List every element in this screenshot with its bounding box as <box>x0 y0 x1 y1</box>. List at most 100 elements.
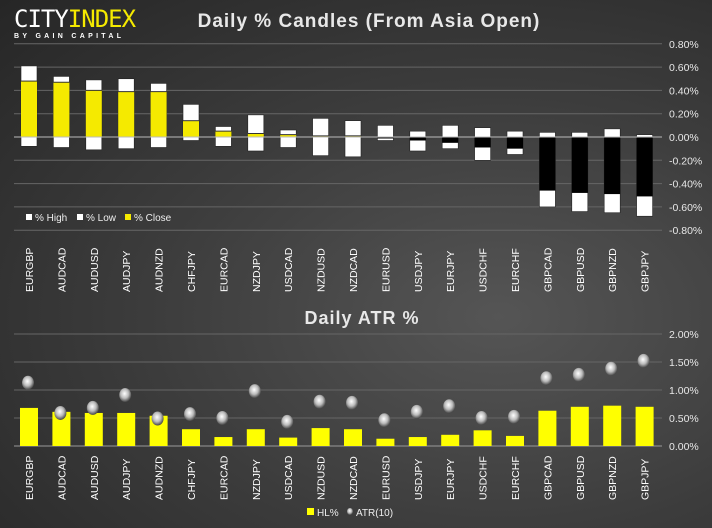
hl-bar-usdcad <box>279 437 298 446</box>
x-tick-label: AUDJPY <box>121 251 133 292</box>
atr-point-usdchf <box>475 411 488 425</box>
x-tick-label: EURJPY <box>445 459 457 500</box>
x-tick-label: AUDCAD <box>56 455 68 500</box>
legend-swatch-atr <box>347 508 353 515</box>
atr-point-eurgbp <box>22 375 34 390</box>
x-tick-label: EURUSD <box>380 455 392 500</box>
x-tick-label: NZDJPY <box>251 459 263 500</box>
x-tick-label: GBPNZD <box>607 248 619 292</box>
candle-close-eurgbp <box>21 81 37 137</box>
y-tick-label: -0.80% <box>669 225 702 237</box>
hl-bar-audusd <box>84 412 103 446</box>
x-tick-label: NZDUSD <box>316 456 328 500</box>
atr-point-audjpy <box>119 388 132 403</box>
candle-close-audusd <box>85 90 102 137</box>
chart-title: Daily % Candles (From Asia Open) <box>198 11 541 32</box>
y-tick-label: 0.80% <box>669 39 699 51</box>
hl-bar-usdchf <box>473 430 492 446</box>
logo-index: INDEX <box>67 5 136 33</box>
hl-bar-audjpy <box>117 412 136 446</box>
candle-close-gbpcad <box>539 137 556 191</box>
hl-bar-nzdusd <box>311 428 330 446</box>
atr-point-eurcad <box>216 411 229 425</box>
y-tick-label: 0.60% <box>669 62 699 74</box>
x-tick-label: AUDUSD <box>89 247 101 292</box>
atr-point-audcad <box>54 405 67 420</box>
candle-range-nzdjpy <box>247 114 265 152</box>
candle-close-audnzd <box>150 91 167 137</box>
x-tick-label: EURCAD <box>218 455 230 500</box>
y-tick-label: -0.40% <box>669 179 702 191</box>
x-tick-label: EURGBP <box>24 456 36 500</box>
candle-close-gbpusd <box>571 137 588 193</box>
legend-label: HL% <box>317 508 339 519</box>
hl-bar-gbpusd <box>570 406 589 446</box>
legend-swatch-hl <box>307 508 314 515</box>
atr-point-nzdusd <box>313 394 326 409</box>
y-tick-label: -0.60% <box>669 202 702 214</box>
x-tick-label: GBPCAD <box>542 247 554 292</box>
chart-title: Daily ATR % <box>304 308 419 328</box>
x-tick-label: EURUSD <box>380 247 392 292</box>
legend-swatch <box>125 214 131 220</box>
x-tick-label: AUDNZD <box>154 248 166 292</box>
candle-close-audcad <box>53 82 70 137</box>
x-tick-label: GBPNZD <box>607 456 619 500</box>
x-tick-label: EURJPY <box>445 251 457 292</box>
atr-point-chfjpy <box>184 407 196 422</box>
atr-point-gbpnzd <box>605 361 618 376</box>
x-tick-label: EURGBP <box>24 248 36 292</box>
candle-range-usdcad <box>279 129 297 148</box>
x-tick-label: USDCHF <box>478 248 490 292</box>
logo-city: CITY <box>14 5 69 33</box>
y-tick-label: 0.00% <box>669 132 699 144</box>
hl-bar-usdjpy <box>408 437 427 446</box>
y-tick-label: 0.50% <box>669 413 699 425</box>
hl-bar-gbpjpy <box>635 406 654 446</box>
x-tick-label: CHFJPY <box>186 251 198 292</box>
x-tick-label: EURCHF <box>510 456 522 500</box>
hl-bar-nzdjpy <box>246 429 265 446</box>
hl-bar-eurchf <box>506 435 524 446</box>
y-tick-label: 0.40% <box>669 85 699 97</box>
atr-point-usdjpy <box>410 404 423 419</box>
hl-bar-eurcad <box>214 437 233 446</box>
candle-close-eurjpy <box>442 137 459 143</box>
x-tick-label: NZDUSD <box>316 248 328 292</box>
city-index-logo: CITYINDEX BY GAIN CAPITAL <box>14 5 136 40</box>
hl-bar-audcad <box>52 411 71 446</box>
atr-point-usdcad <box>281 414 294 429</box>
x-tick-label: GBPCAD <box>542 455 554 500</box>
atr-point-gbpjpy <box>637 353 650 368</box>
hl-bar-gbpcad <box>538 410 557 446</box>
x-tick-label: USDCHF <box>478 456 490 500</box>
hl-bar-chfjpy <box>182 429 200 446</box>
legend-swatch <box>26 214 32 220</box>
candle-close-eurchf <box>507 137 523 149</box>
x-tick-label: NZDJPY <box>251 251 263 292</box>
y-tick-label: 0.20% <box>669 109 699 121</box>
x-tick-label: GBPJPY <box>640 459 652 500</box>
x-tick-label: EURCAD <box>218 247 230 292</box>
x-tick-label: USDJPY <box>413 459 425 500</box>
candle-range-usdjpy <box>409 130 427 152</box>
hl-bar-eurusd <box>376 438 395 446</box>
hl-bar-eurgbp <box>20 407 38 446</box>
candle-close-eurusd <box>377 137 394 139</box>
candle-close-chfjpy <box>183 120 199 137</box>
candle-close-usdcad <box>280 134 297 137</box>
y-tick-label: 2.00% <box>669 329 699 341</box>
x-tick-label: AUDJPY <box>121 459 133 500</box>
x-tick-label: NZDCAD <box>348 456 360 500</box>
candle-range-nzdcad <box>344 120 362 158</box>
logo-tagline: BY GAIN CAPITAL <box>14 33 125 40</box>
y-tick-label: 0.00% <box>669 441 699 453</box>
legend-swatch <box>77 214 83 220</box>
legend-label: % Low <box>86 213 117 224</box>
y-tick-label: 1.50% <box>669 357 699 369</box>
atr-point-eurchf <box>508 409 520 424</box>
x-tick-label: NZDCAD <box>348 248 360 292</box>
legend-label: % Close <box>134 213 172 224</box>
x-tick-label: GBPUSD <box>575 455 587 500</box>
x-tick-label: USDJPY <box>413 251 425 292</box>
